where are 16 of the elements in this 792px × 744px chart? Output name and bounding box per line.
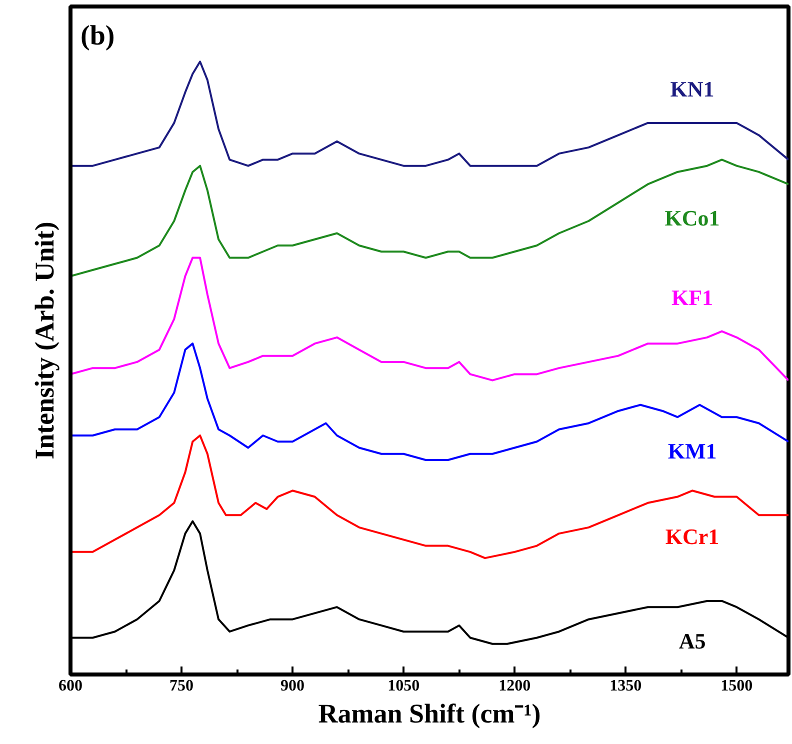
series-label: KCo1 [664, 205, 720, 230]
x-tick-label: 600 [58, 678, 82, 694]
series-label: KCr1 [665, 524, 720, 550]
x-tick-label: 750 [170, 678, 194, 694]
x-tick-label: 1200 [498, 678, 531, 694]
x-tick-label: 1350 [610, 678, 642, 694]
series-label: A5 [678, 628, 706, 654]
series-label: KN1 [670, 76, 714, 102]
y-axis-title: Intensity (Arb. Unit) [30, 222, 60, 460]
x-tick-label: 1500 [720, 678, 753, 694]
x-tick-label: 1050 [388, 678, 420, 694]
series-label: KM1 [668, 438, 717, 464]
text: (b) [80, 20, 115, 52]
x-tick-label: 900 [280, 678, 305, 694]
x-axis-title: Raman Shift (cm⁻¹) [318, 698, 541, 728]
series-label: KF1 [672, 285, 714, 310]
